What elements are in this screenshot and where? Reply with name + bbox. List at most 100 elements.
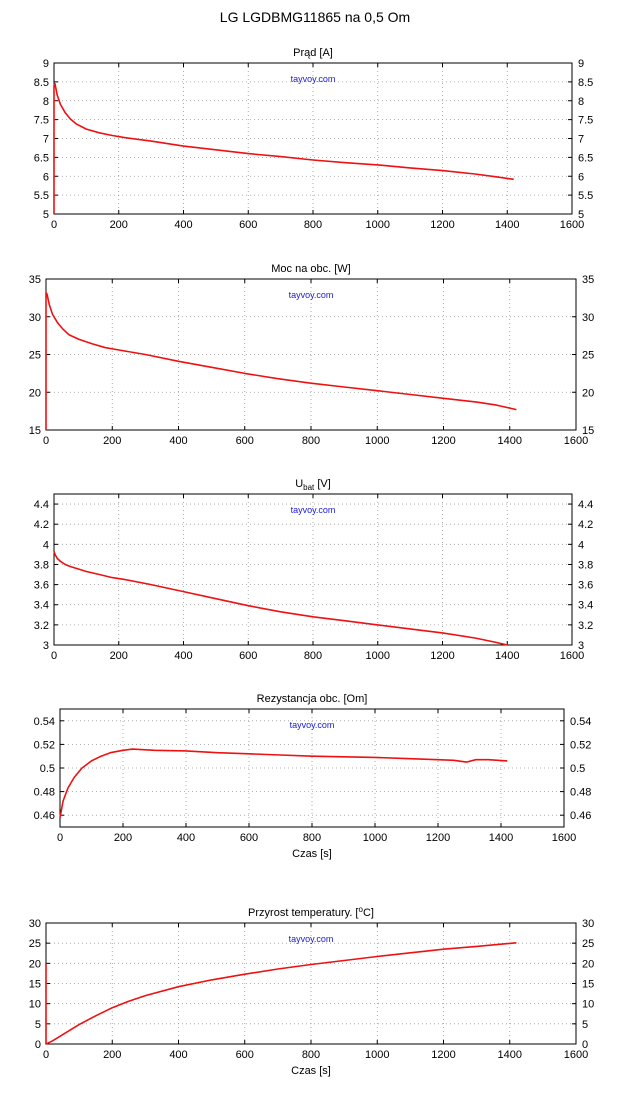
y-tick-label: 5 (35, 1019, 41, 1031)
series-line-ubat (53, 551, 508, 646)
y-tick-label: 35 (29, 274, 41, 286)
x-tick-label: 400 (169, 1049, 187, 1061)
x-tick-label: 1600 (560, 219, 584, 231)
y-tick-label-right: 4 (578, 539, 584, 551)
y-tick-label: 15 (29, 425, 41, 437)
chart-title-main: Przyrost temperatury. [ (248, 907, 358, 919)
y-tick-label: 30 (29, 312, 41, 324)
x-axis-label: Czas [s] (292, 848, 332, 860)
x-tick-label: 0 (43, 1049, 49, 1061)
y-tick-label: 6 (43, 171, 49, 183)
y-tick-label: 0.52 (34, 739, 55, 751)
x-tick-label: 1400 (489, 832, 513, 844)
x-tick-label: 1400 (495, 219, 519, 231)
x-tick-label: 1200 (426, 832, 450, 844)
y-tick-label-right: 6 (578, 171, 584, 183)
y-tick-label: 3 (43, 640, 49, 652)
chart-title: Ubat [V] (295, 478, 331, 492)
x-tick-label: 0 (51, 219, 57, 231)
chart-4: 0 200 400 600 800 1000 1200 1400 1600 0.46 0.46 0.4… (34, 693, 592, 860)
y-tick-label-right: 3.6 (578, 580, 593, 592)
x-tick-label: 600 (236, 435, 254, 447)
x-tick-label: 400 (174, 650, 192, 662)
y-tick-label-right: 0 (582, 1039, 588, 1051)
y-tick-label: 0.46 (34, 810, 55, 822)
x-tick-label: 1600 (552, 832, 576, 844)
x-tick-label: 600 (236, 1049, 254, 1061)
y-tick-label-right: 25 (582, 350, 594, 362)
y-tick-label: 25 (29, 350, 41, 362)
x-tick-label: 400 (169, 435, 187, 447)
x-tick-label: 800 (302, 1049, 320, 1061)
x-tick-label: 800 (302, 435, 320, 447)
x-tick-label: 1600 (564, 435, 588, 447)
series-line-temperatura (45, 942, 517, 1045)
x-tick-label: 1000 (363, 832, 387, 844)
chart-title: Moc na obc. [W] (271, 263, 350, 275)
y-tick-label-right: 25 (582, 938, 594, 950)
y-tick-label: 25 (29, 938, 41, 950)
series-line-rezystancja (59, 748, 508, 818)
y-tick-label: 0 (35, 1039, 41, 1051)
x-tick-label: 1200 (431, 1049, 455, 1061)
x-tick-label: 200 (114, 832, 132, 844)
x-tick-label: 0 (57, 832, 63, 844)
series-line-moc (45, 291, 517, 430)
x-tick-label: 800 (303, 832, 321, 844)
y-tick-label-right: 5 (582, 1019, 588, 1031)
y-tick-label: 3.8 (34, 559, 49, 571)
y-tick-label-right: 4.4 (578, 499, 593, 511)
x-tick-label: 200 (103, 1049, 121, 1061)
x-tick-label: 800 (304, 219, 322, 231)
chart-title: Rezystancja obc. [Om] (257, 693, 368, 705)
x-tick-label: 1000 (365, 1049, 389, 1061)
y-tick-label: 4.2 (34, 519, 49, 531)
y-tick-label-right: 4.2 (578, 519, 593, 531)
chart-title: Przyrost temperatury. [oC] (248, 905, 374, 919)
x-tick-label: 1000 (365, 435, 389, 447)
x-tick-label: 200 (110, 219, 128, 231)
y-tick-label: 5.5 (34, 190, 49, 202)
y-tick-label-right: 0.46 (570, 810, 591, 822)
y-tick-label-right: 6.5 (578, 152, 593, 164)
x-tick-label: 400 (177, 832, 195, 844)
y-tick-label: 7 (43, 134, 49, 146)
y-tick-label: 7.5 (34, 115, 49, 127)
y-tick-label-right: 0.52 (570, 739, 591, 751)
x-tick-label: 600 (239, 219, 257, 231)
series-line-prąd (53, 83, 514, 214)
y-tick-label-right: 0.54 (570, 716, 591, 728)
x-tick-label: 200 (110, 650, 128, 662)
watermark-text: tayvoy.com (290, 720, 335, 730)
y-tick-label-right: 15 (582, 425, 594, 437)
y-tick-label-right: 5.5 (578, 190, 593, 202)
watermark-text: tayvoy.com (291, 74, 336, 84)
x-tick-label: 1200 (430, 650, 454, 662)
y-tick-label: 0.5 (40, 763, 55, 775)
y-tick-label-right: 35 (582, 274, 594, 286)
y-tick-label: 3.4 (34, 600, 49, 612)
chart-title-main: Prąd [A] (293, 47, 333, 59)
y-tick-label-right: 10 (582, 999, 594, 1011)
chart-title-main: Rezystancja obc. [Om] (257, 693, 368, 705)
chart-title-superscript: o (358, 905, 363, 914)
y-tick-label: 8 (43, 96, 49, 108)
y-tick-label-right: 7 (578, 134, 584, 146)
y-tick-label-right: 3.8 (578, 559, 593, 571)
x-tick-label: 1000 (366, 650, 390, 662)
y-tick-label: 20 (29, 387, 41, 399)
y-tick-label-right: 3.4 (578, 600, 593, 612)
y-tick-label: 6.5 (34, 152, 49, 164)
x-tick-label: 1400 (495, 650, 519, 662)
y-tick-label: 0.54 (34, 716, 55, 728)
y-tick-label-right: 5 (578, 209, 584, 221)
y-tick-label-right: 8 (578, 96, 584, 108)
y-tick-label: 3.2 (34, 620, 49, 632)
x-tick-label: 1600 (564, 1049, 588, 1061)
y-tick-label-right: 20 (582, 958, 594, 970)
